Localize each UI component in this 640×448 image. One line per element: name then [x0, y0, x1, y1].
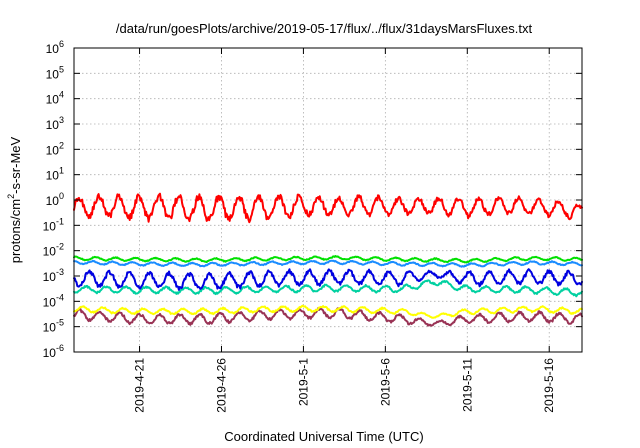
- series-line: [73, 304, 583, 319]
- x-axis-label: Coordinated Universal Time (UTC): [224, 429, 423, 444]
- y-tick-label: 104: [46, 90, 64, 107]
- x-tick-label: 2019-5-16: [542, 358, 556, 413]
- y-tick-label: 10-1: [43, 216, 64, 233]
- x-tick-label: 2019-5-1: [296, 358, 310, 406]
- chart-title: /data/run/goesPlots/archive/2019-05-17/f…: [116, 21, 533, 36]
- y-tick-label: 105: [46, 64, 64, 81]
- x-tick-label: 2019-5-6: [378, 358, 392, 406]
- series-line: [73, 259, 583, 268]
- ticks: [74, 47, 582, 353]
- x-tick-label: 2019-5-11: [460, 358, 474, 412]
- y-tick-label: 101: [46, 166, 64, 183]
- x-tick-label: 2019-4-26: [214, 358, 228, 413]
- series-line: [73, 192, 583, 224]
- grid: [74, 48, 582, 352]
- x-tick-label: 2019-4-21: [133, 358, 147, 413]
- x-tick-labels: 2019-4-21 2019-4-26 2019-5-1 2019-5-6 2019-5…: [133, 358, 557, 413]
- y-tick-labels: 106 105 104 103 102 101 100 10-1 10-2 10-3 10-4 10-…: [43, 39, 64, 360]
- y-tick-label: 10-2: [43, 242, 64, 259]
- series-line: [73, 268, 583, 291]
- series-line: [73, 279, 583, 298]
- y-axis-label: protons/cm2-s-sr-MeV: [6, 136, 23, 263]
- y-tick-label: 10-6: [43, 343, 64, 360]
- series-line: [73, 255, 583, 264]
- y-tick-label: 10-3: [43, 267, 64, 284]
- y-tick-label: 10-5: [43, 318, 64, 335]
- y-tick-label: 103: [46, 115, 64, 132]
- y-tick-label: 102: [46, 140, 64, 157]
- series-layer: [73, 192, 583, 327]
- y-tick-label: 10-4: [43, 292, 64, 309]
- series-line: [73, 307, 583, 327]
- y-tick-label: 100: [46, 191, 64, 208]
- y-tick-label: 106: [46, 39, 64, 56]
